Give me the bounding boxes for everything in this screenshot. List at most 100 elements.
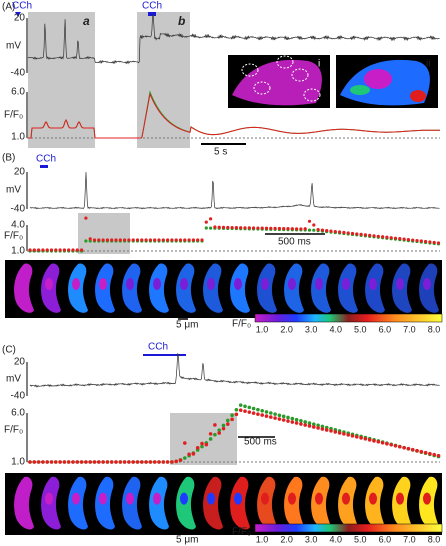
dot: [355, 435, 359, 439]
inset: [232, 59, 322, 106]
dot: [277, 226, 281, 231]
dot: [406, 446, 411, 451]
stim-arrow: [15, 12, 21, 17]
dot: [174, 459, 178, 464]
cell: [14, 263, 35, 313]
dot: [260, 408, 265, 413]
dot: [58, 460, 62, 464]
panel-label: (C): [2, 345, 16, 356]
dot: [230, 225, 234, 230]
dot: [62, 248, 66, 252]
dot: [299, 227, 303, 231]
roi: [253, 81, 271, 95]
scale-label: 500 ms: [278, 237, 311, 248]
colorbar-tick: 6.0: [379, 534, 392, 544]
nucleus: [45, 278, 53, 290]
colorbar-tick: 6.0: [379, 324, 392, 334]
dot: [307, 228, 312, 232]
nucleus: [153, 278, 161, 290]
colorbar: [254, 523, 443, 533]
dot: [389, 442, 394, 447]
nucleus: [369, 278, 377, 290]
dot: [28, 460, 32, 464]
dot: [191, 452, 196, 456]
dot: [324, 428, 329, 432]
dot: [393, 236, 398, 240]
nucleus: [315, 278, 323, 290]
dot: [320, 228, 324, 232]
nucleus: [99, 492, 107, 505]
dot: [54, 460, 58, 464]
dot: [88, 237, 92, 241]
dot: [299, 422, 303, 426]
dot: [376, 234, 380, 238]
dot: [385, 441, 389, 446]
dot: [75, 248, 79, 252]
dot: [213, 432, 217, 437]
colorbar-tick: 8.0: [428, 324, 441, 334]
dot: [200, 444, 204, 449]
dot: [286, 419, 290, 423]
inset: [350, 85, 370, 95]
dot: [174, 238, 178, 242]
dot: [213, 225, 217, 229]
dot: [432, 240, 436, 245]
dot: [346, 231, 350, 235]
dot: [45, 248, 49, 252]
nucleus: [126, 278, 134, 290]
nucleus: [126, 492, 134, 505]
dot: [135, 238, 140, 242]
nucleus: [72, 492, 80, 505]
dot: [49, 460, 54, 464]
dot: [299, 419, 303, 423]
tick-label: 4.0: [11, 220, 25, 231]
dot: [359, 436, 363, 440]
colorbar-tick: 3.0: [305, 534, 318, 544]
dot: [140, 460, 144, 464]
dot: [97, 460, 101, 464]
dot: [217, 431, 221, 435]
dot: [140, 238, 144, 242]
dot: [166, 238, 170, 242]
dot: [290, 416, 295, 421]
colorbar-tick: 3.0: [305, 324, 318, 334]
tick-label: -40: [11, 204, 26, 215]
tick-label: 6.0: [11, 408, 25, 419]
dot: [234, 407, 239, 412]
dot: [84, 460, 88, 464]
dot: [170, 460, 174, 464]
dot: [419, 239, 423, 243]
dot: [67, 248, 71, 252]
dot: [66, 460, 71, 464]
dot: [71, 248, 75, 252]
dot: [282, 226, 286, 231]
dot: [92, 460, 97, 464]
dot: [213, 423, 217, 427]
dot: [402, 237, 406, 241]
trace: [27, 13, 440, 65]
colorbar-tick: 1.0: [256, 534, 269, 544]
highlight: [28, 12, 95, 148]
inset: [364, 69, 392, 89]
dot: [411, 238, 415, 242]
dot: [264, 414, 269, 418]
colorbar-tick: 5.0: [354, 324, 367, 334]
trace: [29, 352, 440, 388]
dot: [79, 460, 84, 464]
stim-bar: [143, 354, 186, 356]
dot: [243, 404, 247, 409]
nucleus: [207, 492, 215, 505]
dot: [239, 226, 243, 230]
dot: [277, 413, 282, 418]
dot: [316, 423, 320, 428]
dot: [114, 460, 118, 464]
dot: [135, 460, 140, 464]
colorbar-tick: 7.0: [403, 534, 416, 544]
dot: [226, 225, 230, 230]
nucleus: [369, 492, 377, 505]
dot: [333, 430, 338, 434]
dot: [161, 238, 165, 242]
scale-label: 5 s: [214, 147, 227, 158]
dot: [398, 237, 402, 241]
